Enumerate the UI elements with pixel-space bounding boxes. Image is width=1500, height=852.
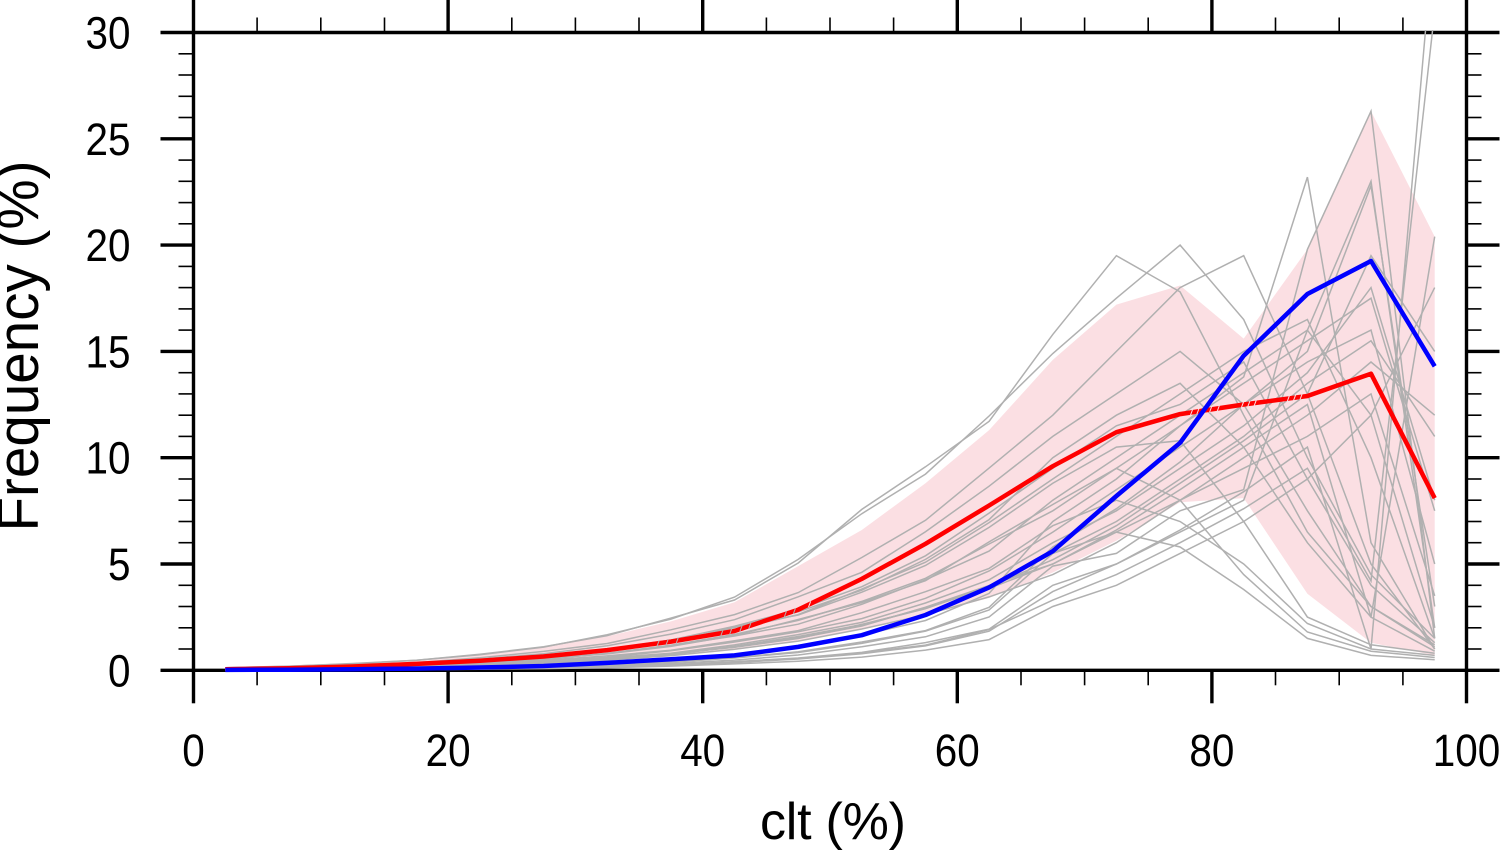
svg-text:0: 0 xyxy=(108,645,131,696)
svg-text:80: 80 xyxy=(1189,725,1234,776)
svg-text:30: 30 xyxy=(86,8,131,59)
svg-text:100: 100 xyxy=(1433,725,1500,776)
svg-text:25: 25 xyxy=(86,114,131,165)
svg-text:15: 15 xyxy=(86,326,131,377)
svg-text:40: 40 xyxy=(680,725,725,776)
svg-text:clt (%): clt (%) xyxy=(760,793,906,851)
svg-text:0: 0 xyxy=(182,725,205,776)
svg-text:5: 5 xyxy=(108,539,131,590)
svg-text:20: 20 xyxy=(426,725,471,776)
svg-text:10: 10 xyxy=(86,433,131,484)
svg-text:60: 60 xyxy=(935,725,980,776)
svg-text:Frequency (%): Frequency (%) xyxy=(0,161,51,532)
svg-text:20: 20 xyxy=(86,220,131,271)
